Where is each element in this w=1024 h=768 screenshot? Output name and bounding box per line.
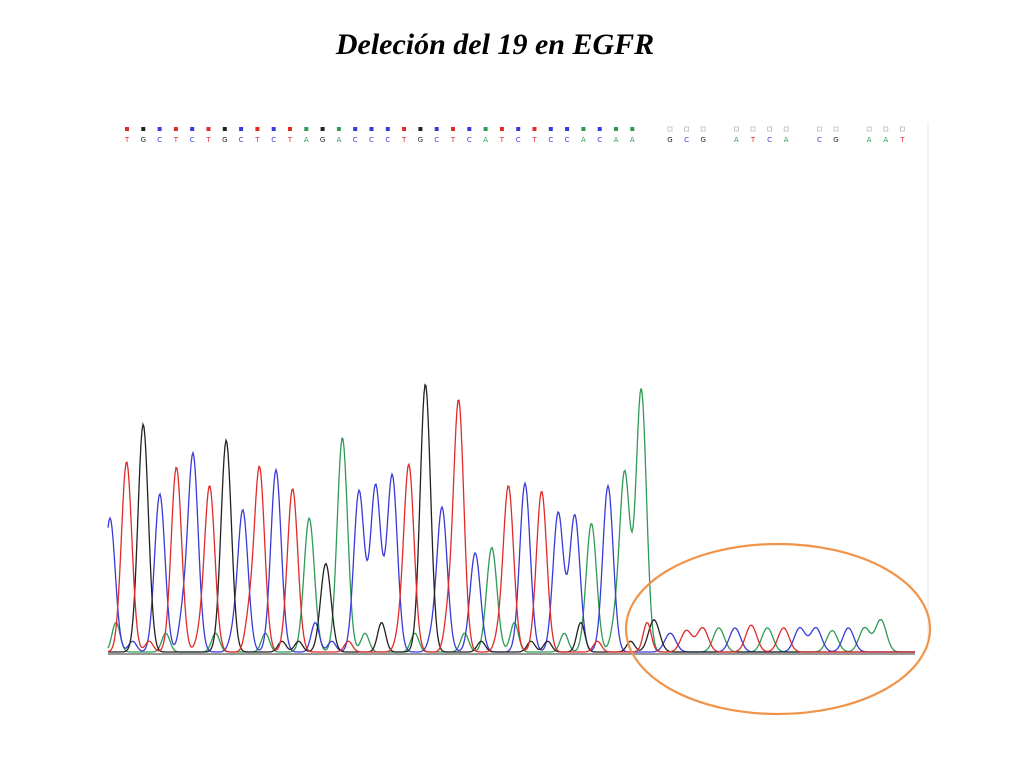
base-call-letter: C: [767, 136, 772, 144]
base-call-letter: A: [581, 136, 586, 144]
base-call-letter: G: [667, 136, 672, 144]
base-call-letter: G: [418, 136, 423, 144]
base-call-letter: T: [899, 136, 905, 144]
base-quality-square: [767, 126, 772, 132]
base-quality-square: [614, 127, 618, 131]
base-call-letter: G: [700, 136, 705, 144]
base-call-letter: A: [483, 136, 488, 144]
base-call-letter: G: [141, 136, 146, 144]
base-call-letter: C: [239, 136, 244, 144]
base-call-letter: A: [883, 136, 888, 144]
base-quality-square: [304, 127, 309, 131]
base-call-letter: T: [450, 136, 456, 144]
base-call-letter: A: [734, 136, 739, 144]
base-quality-square: [783, 126, 789, 132]
base-call-letter: C: [434, 136, 439, 144]
chromatogram-traces: [107, 383, 915, 653]
base-call-letter: C: [597, 136, 602, 144]
base-quality-square: [434, 127, 439, 131]
base-quality-square: [516, 127, 521, 131]
base-call-letter: T: [124, 136, 130, 144]
base-call-letter: C: [684, 136, 689, 144]
base-quality-square: [700, 126, 706, 132]
base-quality-square: [336, 127, 341, 131]
base-quality-square: [206, 127, 211, 131]
base-call-letter: C: [548, 136, 553, 144]
base-quality-square: [125, 127, 129, 131]
base-quality-square: [630, 127, 635, 131]
base-call-letter: A: [614, 136, 619, 144]
base-quality-square: [900, 126, 905, 132]
base-quality-square: [883, 126, 889, 132]
base-quality-square: [385, 127, 390, 131]
base-quality-square: [369, 127, 374, 131]
base-call-letter: C: [467, 136, 472, 144]
base-call-letter: T: [287, 136, 293, 144]
base-call-letter: T: [401, 136, 407, 144]
base-quality-square: [565, 127, 570, 131]
base-quality-square: [817, 126, 822, 132]
base-call-letter: C: [271, 136, 276, 144]
base-quality-square: [483, 127, 488, 131]
base-quality-square: [684, 126, 689, 132]
base-quality-square: [190, 127, 195, 131]
slide-title: Deleción del 19 en EGFR: [335, 28, 655, 61]
base-call-letter: C: [385, 136, 390, 144]
trace-A: [107, 388, 915, 653]
base-quality-square: [157, 127, 162, 131]
base-call-letter: C: [369, 136, 374, 144]
deletion-highlight-ellipse: [624, 542, 932, 716]
base-call-letter: C: [565, 136, 570, 144]
base-quality-square: [499, 127, 504, 131]
base-quality-square: [581, 127, 586, 131]
base-quality-square: [866, 126, 872, 132]
base-call-letter: G: [320, 136, 325, 144]
base-quality-square: [548, 127, 553, 131]
base-call-letter: T: [499, 136, 505, 144]
base-quality-square: [750, 126, 756, 132]
base-call-letter: T: [205, 136, 211, 144]
base-quality-square: [467, 127, 472, 131]
base-quality-square: [320, 127, 325, 131]
base-call-letter: C: [157, 136, 162, 144]
base-quality-square: [667, 126, 673, 132]
base-quality-square: [451, 127, 455, 131]
trace-G: [108, 383, 915, 653]
base-call-letter: C: [516, 136, 521, 144]
base-call-letter: T: [750, 136, 756, 144]
base-call-letter: A: [304, 136, 309, 144]
base-quality-square: [353, 127, 358, 131]
base-quality-square: [173, 127, 178, 131]
base-call-letter: C: [353, 136, 358, 144]
base-call-squares: [125, 126, 905, 132]
base-quality-square: [532, 127, 537, 131]
base-quality-square: [402, 127, 407, 131]
base-call-letter: A: [630, 136, 635, 144]
base-call-letter: C: [817, 136, 822, 144]
base-quality-square: [833, 126, 839, 132]
base-quality-square: [271, 127, 276, 131]
base-call-letter: G: [222, 136, 227, 144]
base-quality-square: [141, 127, 146, 131]
base-call-letter: A: [867, 136, 872, 144]
base-quality-square: [255, 127, 260, 131]
base-quality-square: [222, 127, 227, 131]
base-call-letter: C: [190, 136, 195, 144]
base-call-letter: T: [173, 136, 179, 144]
base-quality-square: [288, 127, 292, 131]
base-call-letter: A: [784, 136, 789, 144]
base-call-letter: A: [337, 136, 342, 144]
trace-T: [107, 399, 915, 653]
base-quality-square: [734, 126, 739, 132]
base-quality-square: [239, 127, 244, 131]
base-call-letter: T: [254, 136, 260, 144]
base-call-letter: G: [833, 136, 838, 144]
base-call-letter: T: [531, 136, 537, 144]
base-quality-square: [418, 127, 423, 131]
base-quality-square: [597, 127, 602, 131]
